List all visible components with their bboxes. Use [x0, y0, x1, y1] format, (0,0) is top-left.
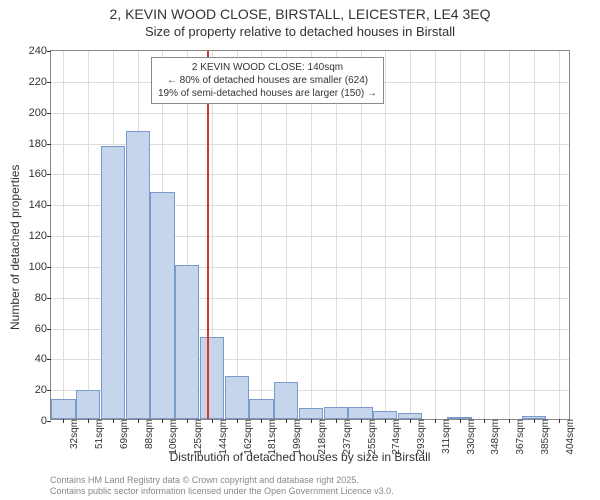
y-tick-label: 120	[29, 230, 51, 242]
x-tick-mark	[113, 419, 114, 423]
x-tick-mark	[88, 419, 89, 423]
grid-line-vertical	[261, 51, 262, 419]
x-tick-mark	[336, 419, 337, 423]
x-tick-mark	[534, 419, 535, 423]
histogram-bar	[51, 399, 75, 419]
x-axis-label: Distribution of detached houses by size …	[170, 450, 431, 464]
histogram-bar	[175, 265, 199, 419]
grid-line-vertical	[410, 51, 411, 419]
y-tick-label: 160	[29, 168, 51, 180]
y-tick-label: 20	[35, 384, 51, 396]
grid-line-vertical	[311, 51, 312, 419]
grid-line-vertical	[460, 51, 461, 419]
x-tick-mark	[138, 419, 139, 423]
grid-line-vertical	[385, 51, 386, 419]
x-tick-mark	[509, 419, 510, 423]
x-tick-label: 367sqm	[513, 419, 526, 455]
grid-line-vertical	[88, 51, 89, 419]
histogram-bar	[249, 399, 273, 419]
y-tick-label: 80	[35, 292, 51, 304]
y-tick-label: 40	[35, 353, 51, 365]
x-tick-mark	[286, 419, 287, 423]
histogram-bar	[299, 408, 323, 419]
x-tick-label: 51sqm	[92, 419, 105, 449]
y-tick-label: 140	[29, 199, 51, 211]
x-tick-mark	[410, 419, 411, 423]
chart-title-block: 2, KEVIN WOOD CLOSE, BIRSTALL, LEICESTER…	[0, 0, 600, 39]
grid-line-vertical	[484, 51, 485, 419]
x-tick-mark	[212, 419, 213, 423]
chart-plot-area: 02040608010012014016018020022024032sqm51…	[50, 50, 570, 420]
annotation-line2: ← 80% of detached houses are smaller (62…	[158, 74, 377, 87]
grid-line-vertical	[509, 51, 510, 419]
histogram-bar	[398, 413, 422, 419]
histogram-bar	[447, 417, 471, 419]
histogram-bar	[348, 407, 372, 419]
x-tick-mark	[162, 419, 163, 423]
x-tick-mark	[435, 419, 436, 423]
y-tick-label: 0	[41, 415, 51, 427]
y-tick-label: 60	[35, 323, 51, 335]
x-tick-label: 385sqm	[538, 419, 551, 455]
x-tick-mark	[63, 419, 64, 423]
histogram-bar	[150, 192, 174, 419]
x-tick-mark	[460, 419, 461, 423]
x-tick-mark	[559, 419, 560, 423]
grid-line-vertical	[559, 51, 560, 419]
x-tick-label: 404sqm	[563, 419, 576, 455]
x-tick-mark	[237, 419, 238, 423]
y-axis-label: Number of detached properties	[8, 165, 22, 330]
histogram-bar	[373, 411, 397, 419]
x-tick-label: 311sqm	[439, 419, 452, 454]
histogram-bar	[101, 146, 125, 419]
x-tick-mark	[385, 419, 386, 423]
histogram-bar	[200, 337, 224, 419]
grid-line-vertical	[435, 51, 436, 419]
chart-annotation-box: 2 KEVIN WOOD CLOSE: 140sqm ← 80% of deta…	[151, 57, 384, 104]
histogram-bar	[324, 407, 348, 419]
grid-line-horizontal	[51, 113, 569, 114]
footer-attribution: Contains HM Land Registry data © Crown c…	[50, 475, 394, 498]
annotation-line3: 19% of semi-detached houses are larger (…	[158, 87, 377, 100]
x-tick-mark	[311, 419, 312, 423]
x-tick-label: 348sqm	[488, 419, 501, 455]
grid-line-vertical	[286, 51, 287, 419]
x-tick-label: 69sqm	[117, 419, 130, 449]
footer-line1: Contains HM Land Registry data © Crown c…	[50, 475, 394, 487]
grid-line-vertical	[361, 51, 362, 419]
x-tick-label: 330sqm	[464, 419, 477, 455]
annotation-line1: 2 KEVIN WOOD CLOSE: 140sqm	[158, 61, 377, 74]
histogram-bar	[522, 416, 546, 419]
x-tick-mark	[261, 419, 262, 423]
footer-line2: Contains public sector information licen…	[50, 486, 394, 498]
x-tick-mark	[187, 419, 188, 423]
chart-title-line2: Size of property relative to detached ho…	[0, 24, 600, 39]
histogram-bar	[126, 131, 150, 419]
y-tick-label: 180	[29, 138, 51, 150]
y-tick-label: 220	[29, 76, 51, 88]
histogram-bar	[274, 382, 298, 419]
x-tick-mark	[484, 419, 485, 423]
grid-line-vertical	[237, 51, 238, 419]
property-marker-line	[207, 51, 209, 419]
y-tick-label: 100	[29, 261, 51, 273]
y-tick-label: 200	[29, 107, 51, 119]
grid-line-vertical	[336, 51, 337, 419]
x-tick-label: 88sqm	[142, 419, 155, 449]
x-tick-mark	[361, 419, 362, 423]
grid-line-vertical	[63, 51, 64, 419]
x-tick-label: 32sqm	[67, 419, 80, 449]
y-tick-label: 240	[29, 45, 51, 57]
grid-line-vertical	[534, 51, 535, 419]
histogram-bar	[225, 376, 249, 419]
chart-title-line1: 2, KEVIN WOOD CLOSE, BIRSTALL, LEICESTER…	[0, 6, 600, 22]
histogram-bar	[76, 390, 100, 419]
